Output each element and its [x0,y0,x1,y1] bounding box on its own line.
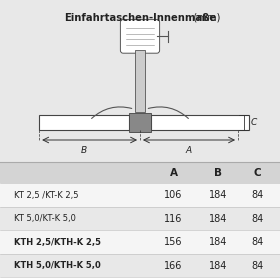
FancyBboxPatch shape [151,115,249,130]
Text: 84: 84 [251,190,264,200]
Text: 184: 184 [209,214,228,224]
Text: Einfahrtaschen-Innenmaße: Einfahrtaschen-Innenmaße [64,13,216,23]
Text: 84: 84 [251,214,264,224]
Text: C: C [254,168,262,178]
Bar [0,254,280,277]
Text: KT 2,5 /KT-K 2,5: KT 2,5 /KT-K 2,5 [14,191,78,200]
Text: KT 5,0/KT-K 5,0: KT 5,0/KT-K 5,0 [14,214,76,223]
FancyBboxPatch shape [0,0,280,162]
Text: 184: 184 [209,237,228,247]
Text: A: A [170,168,178,178]
Bar [0,183,280,207]
Text: 116: 116 [164,214,183,224]
Bar [135,50,145,112]
Text: 84: 84 [251,237,264,247]
Bar [0,207,280,230]
Text: KTH 2,5/KTH-K 2,5: KTH 2,5/KTH-K 2,5 [14,238,101,247]
Text: B: B [81,146,87,155]
Bar [129,113,151,132]
FancyBboxPatch shape [120,20,160,53]
Text: 156: 156 [164,237,183,247]
Text: KTH 5,0/KTH-K 5,0: KTH 5,0/KTH-K 5,0 [14,261,101,270]
Text: 84: 84 [251,261,264,271]
Text: C: C [251,118,257,127]
Text: 184: 184 [209,190,228,200]
Text: 106: 106 [164,190,183,200]
Bar [0,162,280,183]
Text: 184: 184 [209,261,228,271]
Text: 166: 166 [164,261,183,271]
Text: A: A [186,146,192,155]
Text: B: B [214,168,222,178]
Text: (mm): (mm) [59,13,221,23]
FancyBboxPatch shape [39,115,129,130]
Bar [0,230,280,254]
